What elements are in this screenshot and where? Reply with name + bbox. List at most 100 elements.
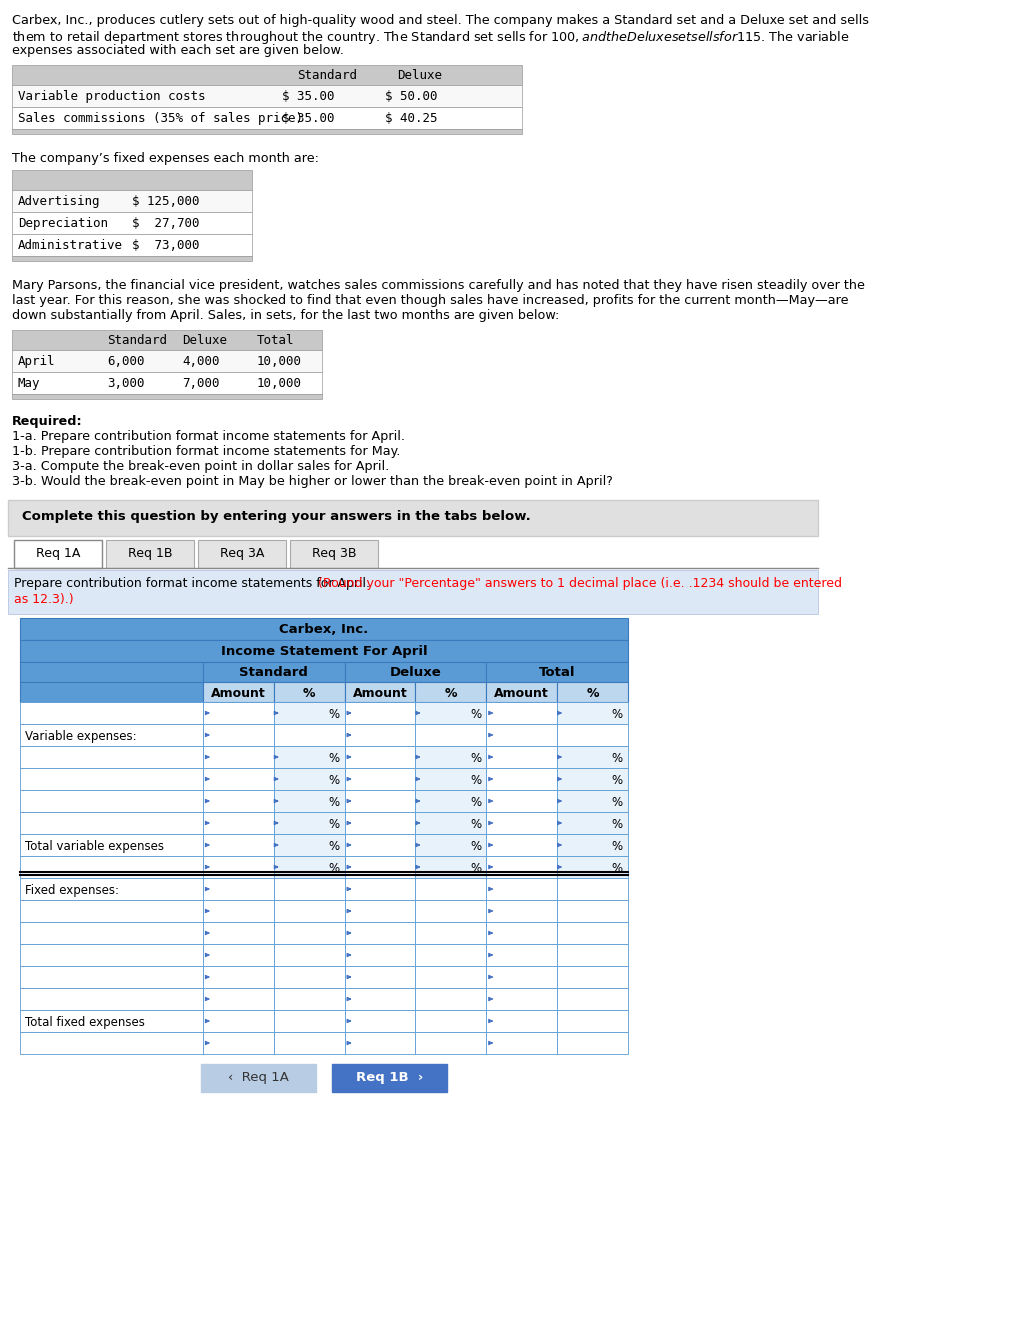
Text: Total: Total [539, 666, 576, 679]
Bar [345, 702, 415, 724]
Text: %: % [612, 708, 623, 720]
Text: %: % [612, 796, 623, 808]
Bar [486, 834, 557, 856]
Bar [486, 900, 557, 922]
Text: %: % [329, 796, 340, 808]
Text: Variable production costs: Variable production costs [18, 89, 206, 103]
Bar [345, 922, 415, 944]
Text: as 12.3).): as 12.3).) [14, 594, 73, 606]
Bar [415, 724, 486, 746]
Bar [557, 1010, 628, 1033]
Text: 10,000: 10,000 [258, 355, 302, 368]
Bar [486, 724, 557, 746]
Bar [274, 682, 345, 702]
Text: them to retail department stores throughout the country. The Standard set sells : them to retail department stores through… [12, 29, 850, 45]
Text: 3,000: 3,000 [107, 378, 144, 390]
Text: %: % [445, 687, 457, 700]
Bar [415, 682, 486, 702]
Bar [12, 350, 322, 372]
Bar [203, 966, 274, 988]
Bar [274, 988, 345, 1010]
Bar [12, 129, 522, 133]
Bar [12, 107, 522, 129]
Bar [20, 746, 203, 768]
Text: $ 125,000: $ 125,000 [132, 195, 200, 208]
Bar [274, 790, 345, 812]
Text: %: % [329, 774, 340, 787]
Bar [20, 878, 203, 900]
Bar [415, 812, 486, 834]
Text: Advertising: Advertising [18, 195, 101, 208]
Text: Carbex, Inc.: Carbex, Inc. [279, 623, 369, 636]
Bar [20, 856, 203, 878]
Bar [486, 702, 557, 724]
Text: expenses associated with each set are given below.: expenses associated with each set are gi… [12, 44, 344, 57]
Bar [12, 85, 522, 107]
Text: $ 35.00: $ 35.00 [282, 112, 335, 125]
Bar [345, 662, 486, 682]
Bar [274, 746, 345, 768]
Text: Required:: Required: [12, 415, 82, 428]
Bar [20, 682, 203, 702]
Bar [557, 922, 628, 944]
Bar [8, 570, 818, 614]
Text: %: % [303, 687, 315, 700]
Bar [486, 966, 557, 988]
Text: down substantially from April. Sales, in sets, for the last two months are given: down substantially from April. Sales, in… [12, 309, 559, 321]
Text: Variable expenses:: Variable expenses: [25, 730, 137, 743]
Bar [557, 878, 628, 900]
Text: The company’s fixed expenses each month are:: The company’s fixed expenses each month … [12, 152, 319, 165]
Bar [345, 944, 415, 966]
Bar [557, 944, 628, 966]
Bar [274, 966, 345, 988]
Text: Standard: Standard [239, 666, 308, 679]
Bar [12, 256, 252, 261]
Bar [345, 966, 415, 988]
Text: %: % [329, 708, 340, 720]
Text: %: % [471, 818, 481, 831]
Text: Prepare contribution format income statements for April.: Prepare contribution format income state… [14, 578, 370, 590]
Text: Administrative: Administrative [18, 239, 123, 252]
Text: %: % [329, 862, 340, 875]
Text: Sales commissions (35% of sales price): Sales commissions (35% of sales price) [18, 112, 303, 125]
Bar [345, 1010, 415, 1033]
Bar [20, 768, 203, 790]
Bar [486, 878, 557, 900]
Bar [203, 790, 274, 812]
Text: Total fixed expenses: Total fixed expenses [25, 1017, 145, 1029]
Text: 1-b. Prepare contribution format income statements for May.: 1-b. Prepare contribution format income … [12, 446, 401, 458]
Bar [12, 372, 322, 394]
Bar [20, 922, 203, 944]
Text: %: % [471, 840, 481, 852]
Bar [557, 834, 628, 856]
Text: %: % [329, 818, 340, 831]
Bar [12, 329, 322, 350]
Bar [12, 394, 322, 399]
Bar [415, 966, 486, 988]
Bar [20, 988, 203, 1010]
Text: %: % [329, 752, 340, 764]
Bar [12, 65, 522, 85]
Bar [345, 790, 415, 812]
Bar [345, 724, 415, 746]
Bar [415, 856, 486, 878]
Bar [415, 790, 486, 812]
Bar [274, 944, 345, 966]
Bar [415, 944, 486, 966]
Text: 7,000: 7,000 [182, 378, 219, 390]
Bar [345, 768, 415, 790]
Text: Req 3B: Req 3B [312, 547, 356, 560]
Bar [557, 856, 628, 878]
Bar [486, 922, 557, 944]
Bar [486, 662, 628, 682]
Text: April: April [18, 355, 56, 368]
Bar [486, 1010, 557, 1033]
Bar [12, 169, 252, 189]
Bar [274, 1033, 345, 1054]
Text: %: % [612, 752, 623, 764]
Text: Total variable expenses: Total variable expenses [25, 840, 164, 852]
Bar [203, 922, 274, 944]
Bar [20, 966, 203, 988]
Bar [415, 1033, 486, 1054]
Bar [345, 856, 415, 878]
